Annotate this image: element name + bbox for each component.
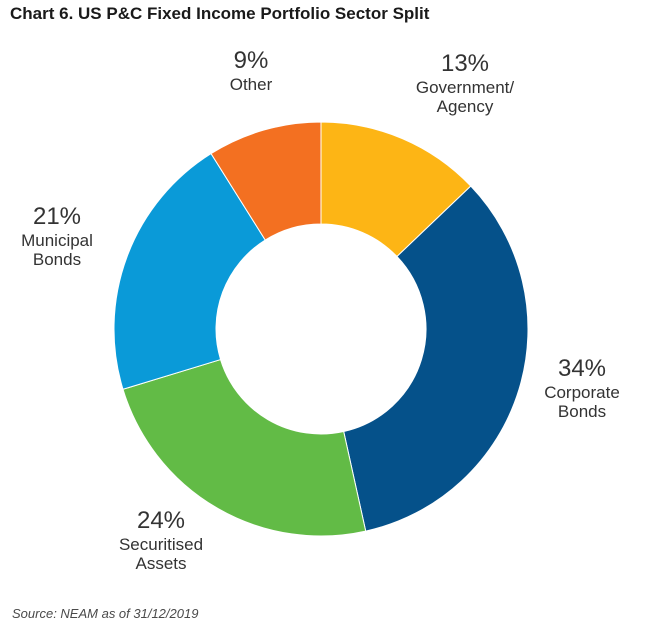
donut-slice-municipal-bonds <box>113 152 266 390</box>
category-label: Municipal <box>21 230 93 250</box>
category-label: Bonds <box>32 250 82 270</box>
slice-label-other: 9% Other <box>230 47 273 94</box>
slice-label-government: 13% Government/ Agency <box>416 50 514 117</box>
slice-label-corporate: 34% Corporate Bonds <box>544 355 620 422</box>
category-label: Assets <box>135 554 187 574</box>
data-label: 24% <box>136 507 186 534</box>
data-label: 34% <box>557 355 607 382</box>
data-label: 9% <box>233 47 269 74</box>
data-label: 13% <box>440 50 490 77</box>
category-label: Securitised <box>118 534 204 554</box>
chart-title: Chart 6. US P&C Fixed Income Portfolio S… <box>10 4 430 23</box>
slice-label-municipal: 21% Municipal Bonds <box>21 203 93 270</box>
source-note: Source: NEAM as of 31/12/2019 <box>12 606 199 621</box>
category-label: Corporate <box>544 382 620 402</box>
data-label: 21% <box>32 203 82 230</box>
slice-label-securitised: 24% Securitised Assets <box>119 507 203 574</box>
category-label: Other <box>229 74 273 94</box>
donut-slice-other <box>210 121 322 241</box>
category-label: Government/ <box>415 77 515 97</box>
donut-slice-securitised-assets <box>122 358 367 537</box>
category-label: Agency <box>436 97 494 117</box>
category-label: Bonds <box>557 402 607 422</box>
donut-slice-corporate-bonds <box>343 185 529 532</box>
